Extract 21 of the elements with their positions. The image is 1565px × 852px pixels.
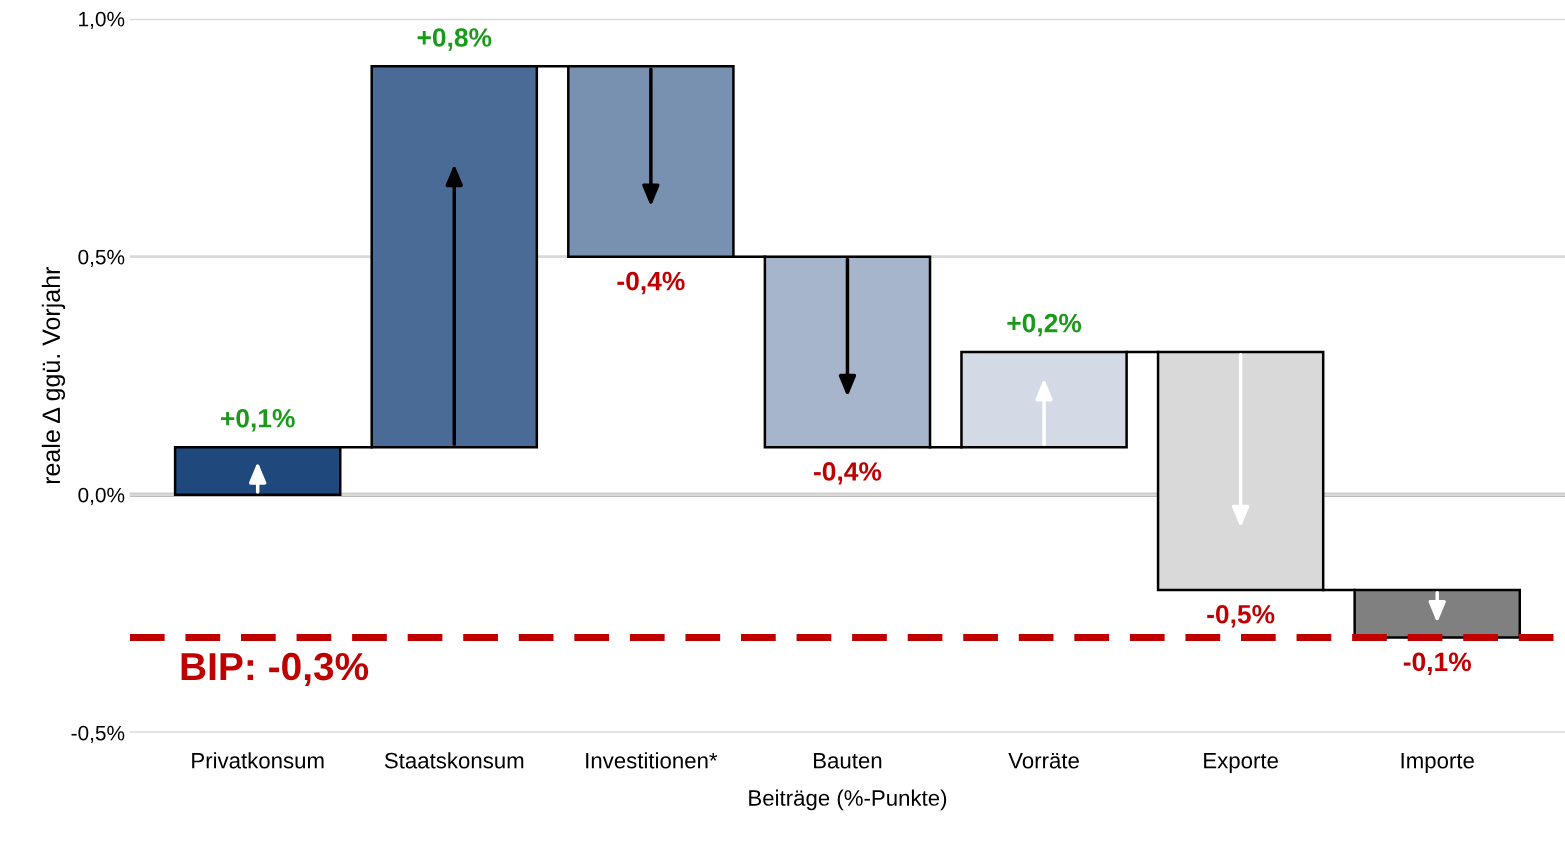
data-label: +0,1% [221, 408, 295, 432]
x-tick-label: Investitionen* [586, 752, 718, 769]
data-label: +0,8% [417, 28, 492, 51]
x-tick-label: Vorräte [1008, 752, 1079, 769]
y-tick-label: 0,0% [78, 487, 125, 505]
data-label: -0,5% [1207, 604, 1275, 628]
data-label: -0,4% [814, 462, 882, 485]
x-tick-label: Bauten [814, 752, 882, 769]
y-tick-label: 1,0% [79, 11, 125, 29]
x-axis-title: Beiträge (%-Punkte) [749, 789, 947, 811]
x-tick-label: Importe [1401, 752, 1474, 773]
data-label: -0,1% [1403, 652, 1471, 676]
data-label: +0,2% [1007, 313, 1082, 337]
x-tick-label: Exporte [1204, 752, 1278, 773]
ref-line-label: BIP: -0,3% [181, 652, 369, 687]
x-tick-label: Staatskonsum [384, 752, 524, 769]
data-label: -0,4% [617, 271, 685, 295]
y-tick-label: -0,5% [71, 725, 125, 743]
y-tick-label: 0,5% [78, 249, 125, 267]
x-tick-label: Privatkonsum [192, 752, 324, 769]
y-axis-title: reale Δ ggü. Vorjahr [41, 267, 66, 484]
